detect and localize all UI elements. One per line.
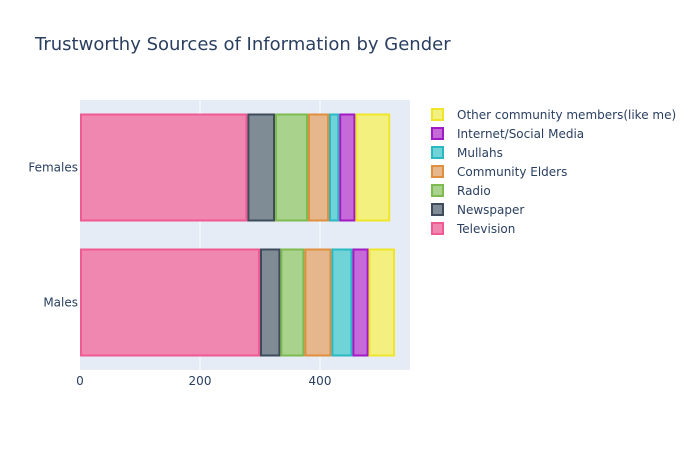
legend-item[interactable]: Television <box>431 222 515 236</box>
bar-internet-social-media-males[interactable] <box>352 248 369 357</box>
y-tick-label: Males <box>43 296 78 310</box>
legend-swatch <box>431 203 444 216</box>
bar-internet-social-media-females[interactable] <box>339 113 356 222</box>
legend-item[interactable]: Internet/Social Media <box>431 127 584 141</box>
bars <box>80 113 396 357</box>
legend-item[interactable]: Community Elders <box>431 165 567 179</box>
legend-label: Internet/Social Media <box>457 127 584 141</box>
y-tick-label: Females <box>28 161 78 175</box>
legend-label: Television <box>456 222 515 236</box>
bar-radio-males[interactable] <box>280 248 305 357</box>
bar-television-females[interactable] <box>80 113 248 222</box>
x-tick-label: 200 <box>189 374 212 388</box>
legend-label: Community Elders <box>457 165 567 179</box>
chart-title: Trustworthy Sources of Information by Ge… <box>34 34 451 55</box>
legend-label: Newspaper <box>457 203 524 217</box>
legend[interactable]: Other community members(like me) Internet… <box>431 108 676 236</box>
y-axis: Males Females <box>28 161 78 310</box>
legend-swatch <box>431 108 444 121</box>
bar-radio-females[interactable] <box>275 113 308 222</box>
legend-label: Radio <box>457 184 491 198</box>
x-tick-label: 0 <box>76 374 84 388</box>
bar-television-males[interactable] <box>80 248 260 357</box>
legend-swatch <box>431 146 444 159</box>
x-axis: 0 200 400 <box>76 374 331 388</box>
legend-swatch <box>431 127 444 140</box>
legend-item[interactable]: Newspaper <box>431 203 524 217</box>
x-tick-label: 400 <box>309 374 332 388</box>
legend-swatch <box>431 222 444 235</box>
bar-newspaper-females[interactable] <box>247 113 275 222</box>
legend-label: Mullahs <box>457 146 503 160</box>
legend-swatch <box>431 184 444 197</box>
bar-mullahs-females[interactable] <box>329 113 340 222</box>
legend-item[interactable]: Mullahs <box>431 146 503 160</box>
bar-community-elders-males[interactable] <box>304 248 332 357</box>
bar-mullahs-males[interactable] <box>331 248 353 357</box>
bar-other-community-members-like-me-males[interactable] <box>368 248 396 357</box>
legend-label: Other community members(like me) <box>457 108 676 122</box>
bar-community-elders-females[interactable] <box>308 113 329 222</box>
bar-newspaper-males[interactable] <box>260 248 281 357</box>
legend-swatch <box>431 165 444 178</box>
legend-item[interactable]: Radio <box>431 184 491 198</box>
legend-item[interactable]: Other community members(like me) <box>431 108 676 122</box>
bar-other-community-members-like-me-females[interactable] <box>355 113 391 222</box>
